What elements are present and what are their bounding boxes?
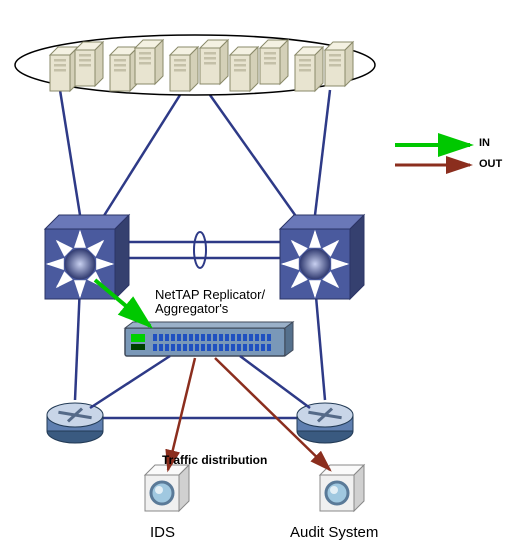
server-icon	[260, 40, 288, 84]
server-icon	[295, 47, 323, 91]
ids-label: IDS	[150, 524, 175, 541]
router	[297, 403, 353, 443]
audit-label: Audit System	[290, 524, 378, 541]
server-icon	[325, 42, 353, 86]
diagram-canvas	[0, 0, 522, 558]
legend-in-label: IN	[479, 137, 490, 149]
server-icon	[75, 42, 103, 86]
server-icon	[50, 47, 78, 91]
nettap-label: NetTAP Replicator/ Aggregator's	[155, 288, 265, 317]
nettap-replicator	[125, 322, 293, 356]
core-switch	[280, 215, 364, 299]
router	[47, 403, 103, 443]
server-icon	[230, 47, 258, 91]
ids-device	[145, 465, 189, 511]
server-icon	[110, 47, 138, 91]
traffic-label: Traffic distribution	[162, 453, 267, 467]
server-icon	[200, 40, 228, 84]
audit-device	[320, 465, 364, 511]
server-icon	[170, 47, 198, 91]
legend-out-label: OUT	[479, 158, 502, 170]
server-icon	[135, 40, 163, 84]
core-switch	[45, 215, 129, 299]
